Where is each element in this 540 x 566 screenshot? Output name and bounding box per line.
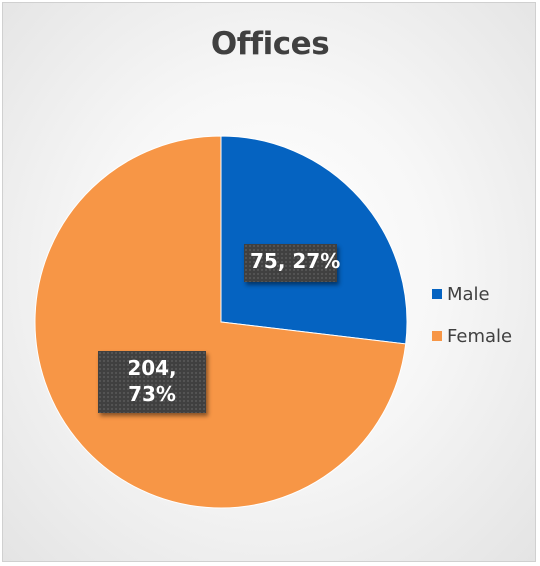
legend: Male Female xyxy=(432,283,512,367)
legend-label-female: Female xyxy=(447,325,513,347)
legend-label-male: Male xyxy=(447,283,490,305)
chart-title: Offices xyxy=(210,26,330,62)
pie-slice-male xyxy=(220,135,408,345)
pie-slices xyxy=(34,135,408,509)
legend-swatch-female xyxy=(432,331,442,341)
legend-item-male: Male xyxy=(432,283,512,305)
data-label-female: 204, 73% xyxy=(98,351,206,413)
pie-slice-female xyxy=(34,135,407,509)
data-label-male: 75, 27% xyxy=(244,244,340,282)
legend-swatch-male xyxy=(432,289,442,299)
data-label-female-line2: 73% xyxy=(128,382,176,406)
legend-item-female: Female xyxy=(432,325,512,347)
data-label-female-line1: 204, xyxy=(127,356,177,380)
